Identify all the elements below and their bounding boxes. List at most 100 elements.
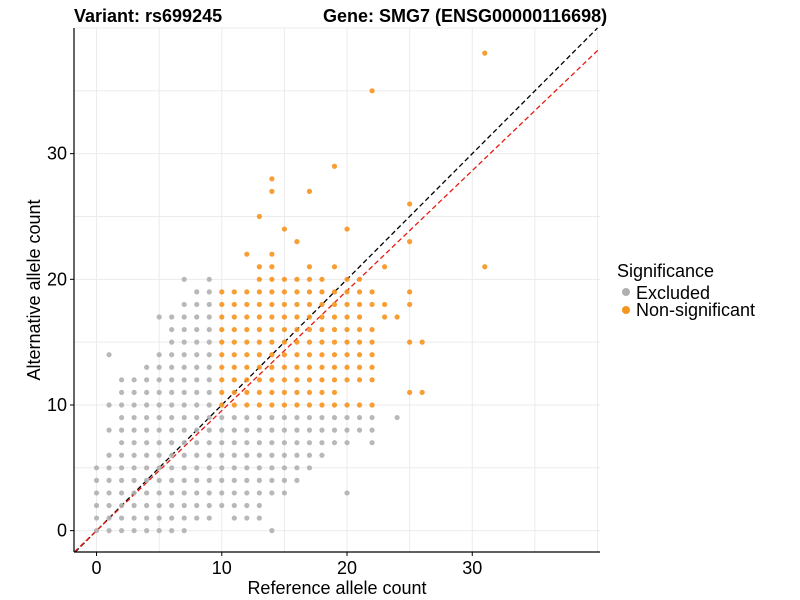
point-non-significant [281,314,287,320]
point-excluded [181,490,187,496]
point-non-significant [344,402,350,408]
point-excluded [118,502,125,509]
point-non-significant [306,339,313,345]
point-non-significant [269,289,275,295]
point-excluded [156,377,162,383]
point-non-significant [331,314,338,320]
point-excluded [131,528,137,534]
point-excluded [169,477,175,483]
point-non-significant [256,314,262,320]
point-excluded [169,339,175,345]
point-non-significant [281,364,287,370]
point-excluded [118,515,125,521]
point-non-significant [344,352,350,358]
point-excluded [144,477,150,483]
point-excluded [231,515,237,521]
point-non-significant [219,301,225,308]
point-excluded [156,477,162,483]
point-excluded [319,427,325,433]
point-non-significant [231,301,237,308]
legend-marker-non-significant [622,306,630,314]
point-excluded [206,326,212,333]
point-non-significant [331,264,338,270]
point-excluded [156,352,162,358]
point-excluded [269,440,275,446]
y-tick-label: 10 [47,395,67,415]
point-excluded [231,465,237,471]
point-excluded [169,377,175,383]
point-non-significant [407,339,413,345]
point-non-significant [269,352,275,358]
point-non-significant [319,314,325,320]
point-non-significant [356,402,363,408]
point-excluded [306,452,313,458]
point-non-significant [294,301,300,308]
point-non-significant [294,364,300,370]
point-excluded [156,402,162,408]
point-non-significant [306,389,313,396]
point-non-significant [269,276,275,282]
point-non-significant [294,289,300,295]
point-non-significant [344,276,350,282]
point-excluded [294,414,300,421]
point-non-significant [306,326,313,333]
point-non-significant [269,402,275,408]
point-excluded [244,490,250,496]
point-excluded [281,440,287,446]
point-excluded [131,440,137,446]
point-excluded [131,465,137,471]
point-non-significant [344,377,350,383]
point-non-significant [482,264,488,270]
point-non-significant [244,352,250,358]
point-non-significant [356,289,363,295]
point-excluded [156,389,162,396]
chart-title-gene: Gene: SMG7 (ENSG00000116698) [323,6,607,26]
point-excluded [181,314,187,320]
point-excluded [269,528,275,534]
point-non-significant [256,364,262,370]
point-non-significant [294,389,300,396]
point-excluded [169,502,175,509]
point-non-significant [319,377,325,383]
point-excluded [156,364,162,370]
point-excluded [169,427,175,433]
point-non-significant [369,377,375,383]
point-excluded [169,414,175,421]
point-excluded [206,352,212,358]
point-non-significant [306,188,313,194]
point-non-significant [256,289,262,295]
point-non-significant [306,364,313,370]
point-excluded [369,414,375,421]
point-non-significant [231,326,237,333]
point-excluded [281,465,287,471]
point-non-significant [256,402,262,408]
point-non-significant [281,226,287,232]
point-excluded [131,402,137,408]
point-non-significant [344,289,350,295]
point-non-significant [269,339,275,345]
point-non-significant [331,339,338,345]
point-excluded [181,528,187,534]
reference-line-1 [73,47,601,553]
point-excluded [118,528,125,534]
point-excluded [144,515,150,521]
point-excluded [219,440,225,446]
point-excluded [118,465,125,471]
point-non-significant [381,301,388,308]
point-non-significant [356,377,363,383]
point-excluded [231,490,237,496]
point-non-significant [244,301,250,308]
point-excluded [194,377,200,383]
point-non-significant [344,326,350,333]
point-excluded [194,465,200,471]
point-excluded [106,402,112,408]
point-non-significant [256,213,262,220]
point-excluded [194,339,200,345]
point-non-significant [407,389,413,396]
x-axis-ticks: 0 10 20 30 [92,552,482,578]
point-excluded [118,452,125,458]
point-excluded [169,528,175,534]
point-excluded [181,339,187,345]
y-tick-label: 20 [47,269,67,289]
